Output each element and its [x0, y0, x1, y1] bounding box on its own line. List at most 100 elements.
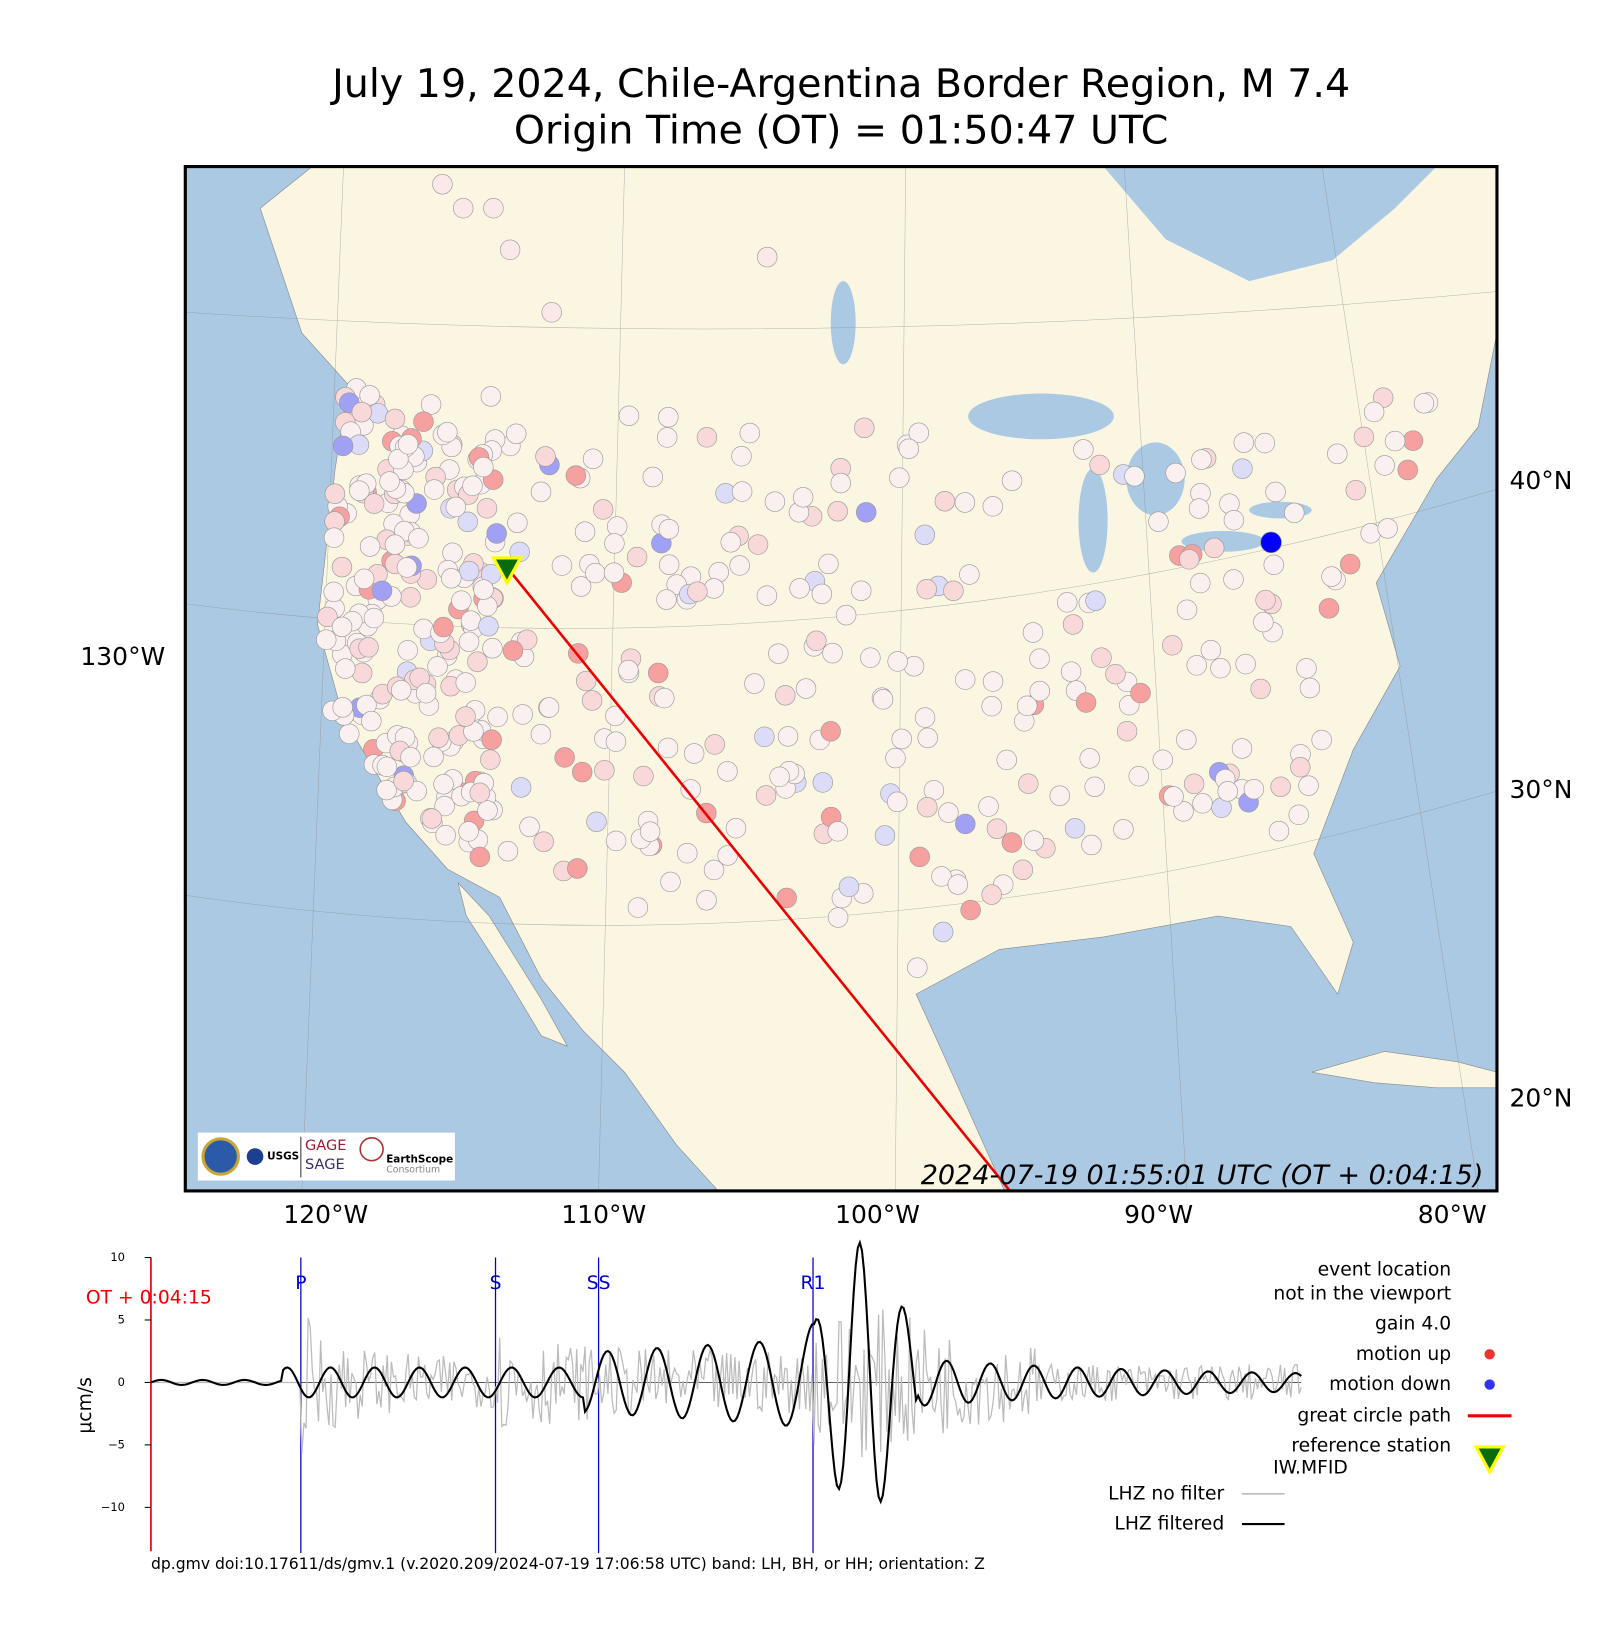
station	[476, 498, 498, 519]
station	[605, 731, 627, 752]
station	[516, 629, 538, 651]
station	[1116, 720, 1138, 742]
graticule-line	[1321, 166, 1479, 1191]
station	[420, 394, 442, 415]
lake	[968, 393, 1114, 440]
station	[1353, 426, 1375, 448]
station	[943, 580, 964, 601]
legend-text: IW.MFID	[1273, 1457, 1348, 1478]
station	[433, 774, 454, 795]
station	[351, 401, 372, 423]
legend-text: great circle path	[1297, 1405, 1451, 1426]
lat-label: 20°N	[1509, 1083, 1572, 1112]
station	[1402, 430, 1424, 451]
station	[835, 604, 857, 626]
station	[1384, 430, 1406, 452]
station	[1268, 820, 1290, 842]
station	[1188, 498, 1210, 519]
station	[1152, 749, 1173, 771]
station	[917, 796, 938, 818]
land	[259, 166, 1497, 1191]
station	[1176, 599, 1198, 621]
station	[1231, 738, 1253, 759]
station	[332, 435, 354, 457]
station	[427, 656, 448, 677]
station	[1089, 454, 1110, 476]
station	[618, 405, 640, 426]
station	[648, 662, 669, 684]
station	[1130, 682, 1151, 704]
legend-text: LHZ no filter	[1108, 1483, 1224, 1504]
phase-label: R1	[801, 1273, 826, 1294]
logo-text: EarthScope	[386, 1154, 453, 1166]
station	[981, 696, 1002, 717]
station	[339, 723, 360, 745]
station	[717, 845, 738, 866]
station	[1049, 785, 1070, 806]
station	[806, 630, 827, 652]
subtitle: Origin Time (OT) = 01:50:47 UTC	[514, 108, 1168, 154]
station	[747, 534, 769, 555]
station	[908, 422, 929, 444]
station	[390, 680, 412, 701]
station	[656, 427, 678, 448]
station	[981, 884, 1002, 905]
lon-label: 120°W	[283, 1200, 368, 1229]
station	[982, 671, 1004, 692]
station	[605, 830, 627, 852]
station	[731, 481, 753, 502]
station	[1265, 481, 1286, 503]
station	[467, 651, 488, 672]
baja	[457, 881, 569, 1047]
station	[554, 747, 575, 768]
station	[1374, 455, 1395, 476]
station	[393, 770, 414, 792]
station	[1173, 801, 1194, 822]
station	[428, 727, 449, 748]
station	[1204, 537, 1225, 559]
lon-label: 130°W	[80, 642, 165, 671]
y-axis-label: μcm/s	[75, 1377, 96, 1433]
station	[1298, 775, 1319, 796]
station	[1255, 589, 1276, 611]
station	[658, 518, 680, 540]
legend-marker	[1484, 1349, 1495, 1360]
station	[1179, 549, 1200, 570]
station	[887, 651, 908, 672]
station	[755, 785, 777, 806]
station	[473, 579, 494, 600]
station	[1210, 658, 1231, 679]
lake	[830, 281, 856, 365]
station	[938, 802, 959, 823]
station	[838, 876, 860, 898]
station	[955, 669, 976, 690]
station	[986, 818, 1008, 839]
station	[1299, 677, 1321, 699]
station	[323, 527, 345, 548]
legend-text: reference station	[1291, 1435, 1451, 1456]
station	[1345, 480, 1367, 501]
station	[486, 523, 507, 544]
time-label: OT + 0:04:15	[86, 1288, 212, 1309]
station	[1339, 553, 1361, 575]
station	[739, 422, 761, 444]
station	[1016, 695, 1038, 716]
station	[909, 846, 930, 868]
station	[397, 434, 419, 455]
station	[1413, 393, 1435, 414]
station	[480, 386, 502, 407]
graticule-line	[301, 166, 344, 1191]
station	[633, 765, 654, 787]
station	[626, 546, 648, 568]
station	[827, 821, 848, 842]
station	[316, 629, 337, 650]
trace-unfiltered	[150, 1309, 1302, 1458]
station	[376, 756, 398, 778]
figure-body: July 19, 2024, Chile-Argentina Border Re…	[75, 61, 1573, 1573]
station	[358, 637, 379, 658]
station	[1085, 590, 1106, 611]
station	[1084, 776, 1105, 797]
station	[397, 640, 418, 661]
station	[1001, 832, 1023, 853]
station	[363, 607, 385, 629]
